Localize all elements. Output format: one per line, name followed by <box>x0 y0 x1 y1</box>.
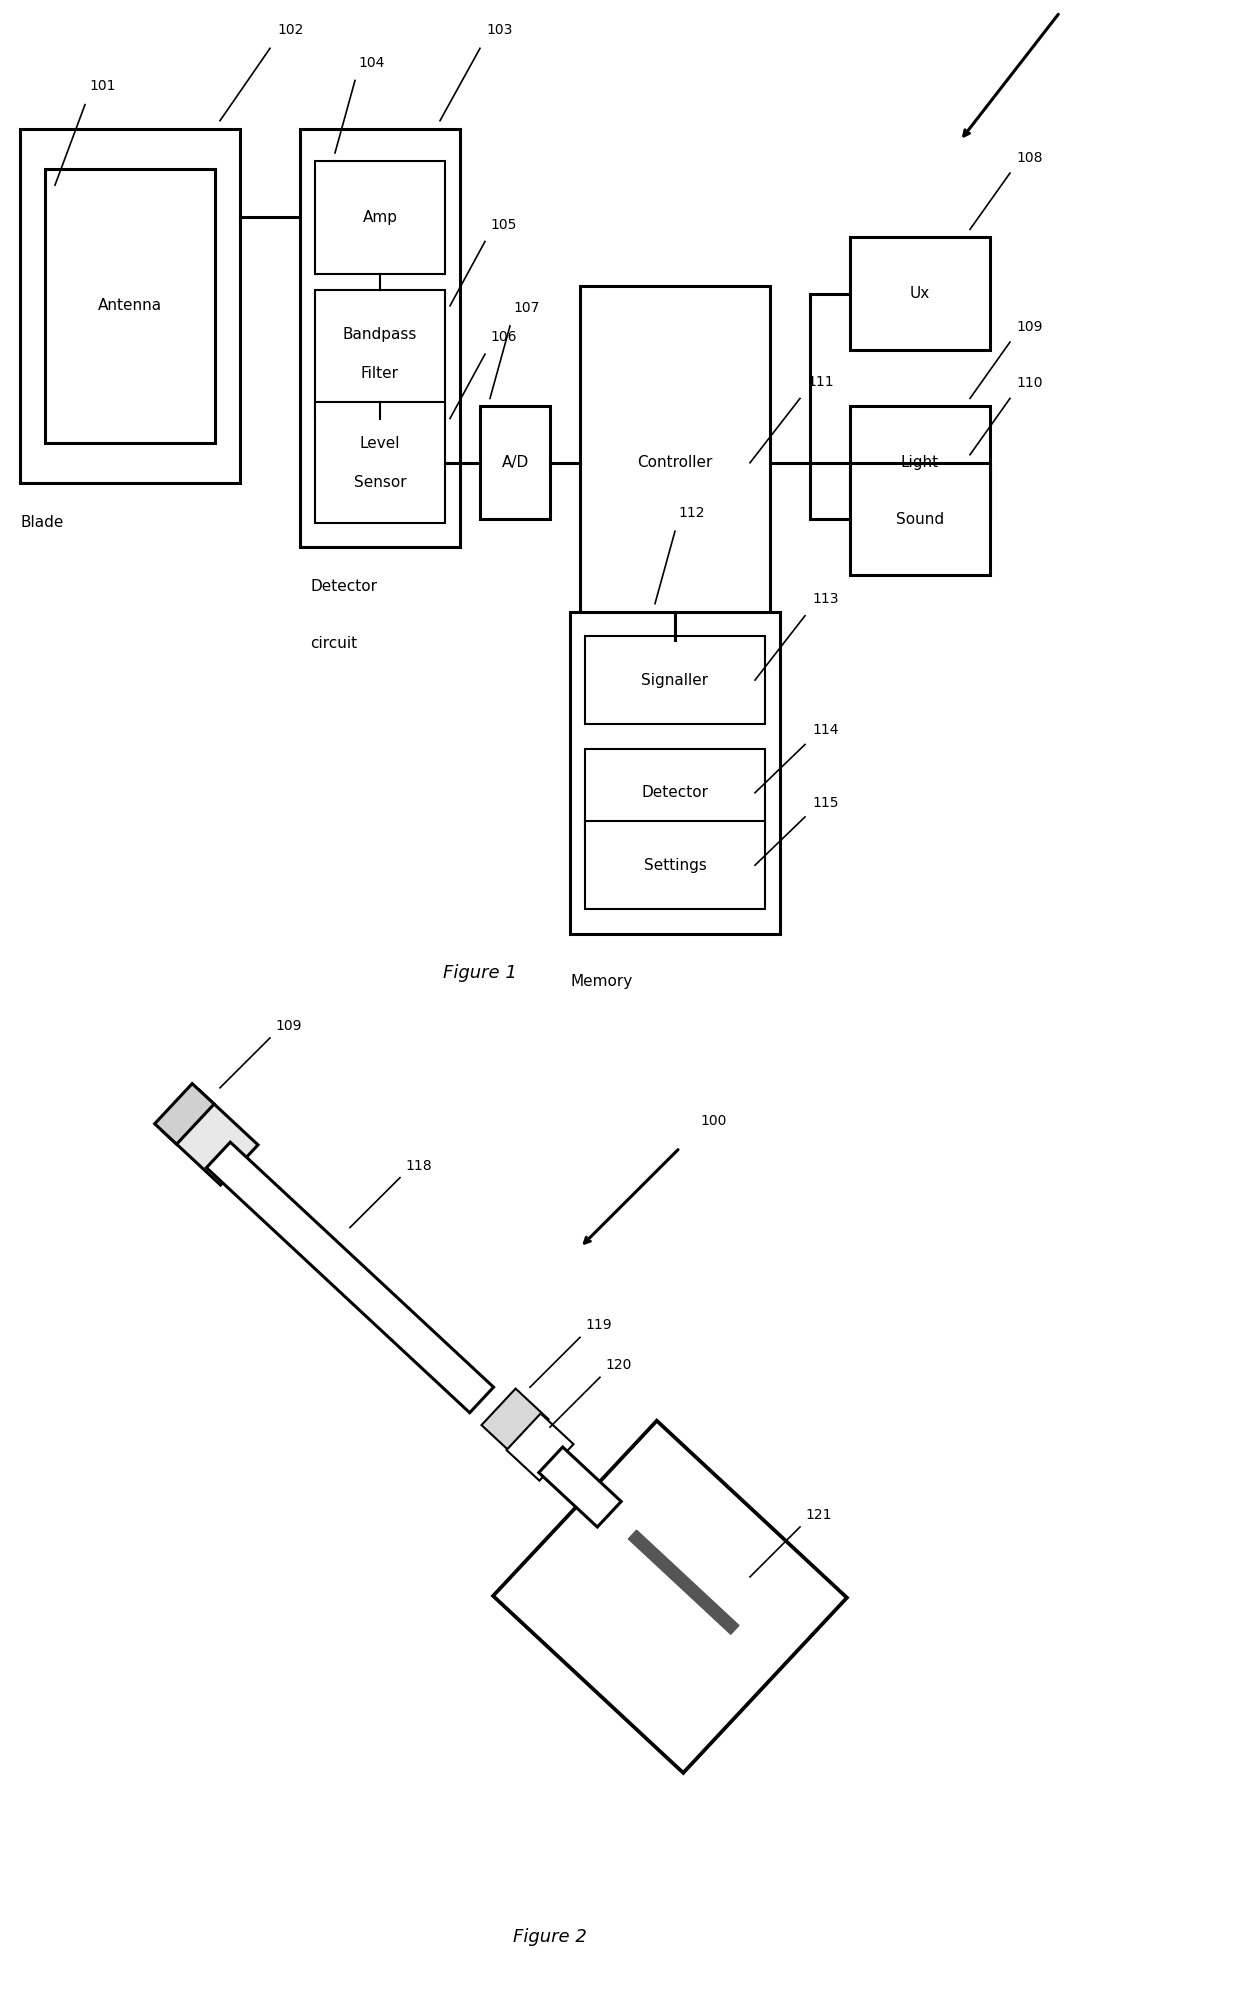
Bar <box>849 238 990 349</box>
Polygon shape <box>206 1142 494 1413</box>
Bar <box>849 463 990 575</box>
Text: 100: 100 <box>701 1114 727 1128</box>
Bar <box>580 285 770 641</box>
Text: 103: 103 <box>486 24 512 38</box>
Text: 114: 114 <box>812 723 839 737</box>
Polygon shape <box>539 1447 621 1527</box>
Text: Sensor: Sensor <box>353 475 407 489</box>
Polygon shape <box>629 1531 739 1635</box>
Text: Amp: Amp <box>362 210 398 226</box>
Text: 112: 112 <box>678 507 704 521</box>
Text: 105: 105 <box>490 218 517 232</box>
Text: 101: 101 <box>89 78 117 92</box>
Bar <box>585 748 765 836</box>
Text: Sound: Sound <box>897 511 944 527</box>
Text: Light: Light <box>901 455 939 471</box>
Text: 113: 113 <box>812 593 839 607</box>
Text: circuit: circuit <box>310 637 357 651</box>
Bar <box>20 130 241 483</box>
Bar <box>45 170 215 443</box>
Text: A/D: A/D <box>501 455 528 471</box>
Bar <box>315 403 445 523</box>
Text: Bandpass: Bandpass <box>342 327 417 341</box>
Polygon shape <box>494 1421 847 1772</box>
Text: Detector: Detector <box>310 579 377 595</box>
Bar <box>849 407 990 519</box>
Bar <box>315 162 445 273</box>
Text: 108: 108 <box>1016 150 1043 164</box>
Text: 106: 106 <box>490 331 517 345</box>
Text: 118: 118 <box>405 1158 432 1174</box>
Polygon shape <box>506 1413 574 1481</box>
Bar <box>585 820 765 910</box>
Text: 120: 120 <box>605 1357 631 1373</box>
Text: Figure 1: Figure 1 <box>443 964 517 982</box>
Text: Ux: Ux <box>910 285 930 301</box>
Text: Signaller: Signaller <box>641 673 708 687</box>
Text: 119: 119 <box>585 1317 611 1333</box>
Text: Level: Level <box>360 435 401 451</box>
Text: 107: 107 <box>513 301 539 315</box>
Polygon shape <box>481 1389 548 1455</box>
Text: Figure 2: Figure 2 <box>513 1928 587 1946</box>
Polygon shape <box>162 1090 258 1186</box>
Bar <box>300 130 460 547</box>
Text: Antenna: Antenna <box>98 297 162 313</box>
Text: 110: 110 <box>1016 375 1043 389</box>
Text: 109: 109 <box>275 1018 301 1034</box>
Bar <box>570 611 780 934</box>
Text: Memory: Memory <box>570 974 632 988</box>
Text: 104: 104 <box>358 56 384 70</box>
Text: Filter: Filter <box>361 365 399 381</box>
Text: 115: 115 <box>812 796 839 810</box>
Bar <box>585 637 765 725</box>
Text: 109: 109 <box>1016 319 1043 333</box>
Text: Blade: Blade <box>20 515 63 531</box>
Text: Settings: Settings <box>644 858 707 872</box>
Text: Detector: Detector <box>641 784 708 800</box>
Polygon shape <box>155 1084 215 1144</box>
Text: 121: 121 <box>805 1507 832 1521</box>
Text: 111: 111 <box>807 375 835 389</box>
Bar <box>315 289 445 419</box>
Text: 102: 102 <box>278 24 304 38</box>
Text: Controller: Controller <box>637 455 713 471</box>
Bar <box>480 407 551 519</box>
